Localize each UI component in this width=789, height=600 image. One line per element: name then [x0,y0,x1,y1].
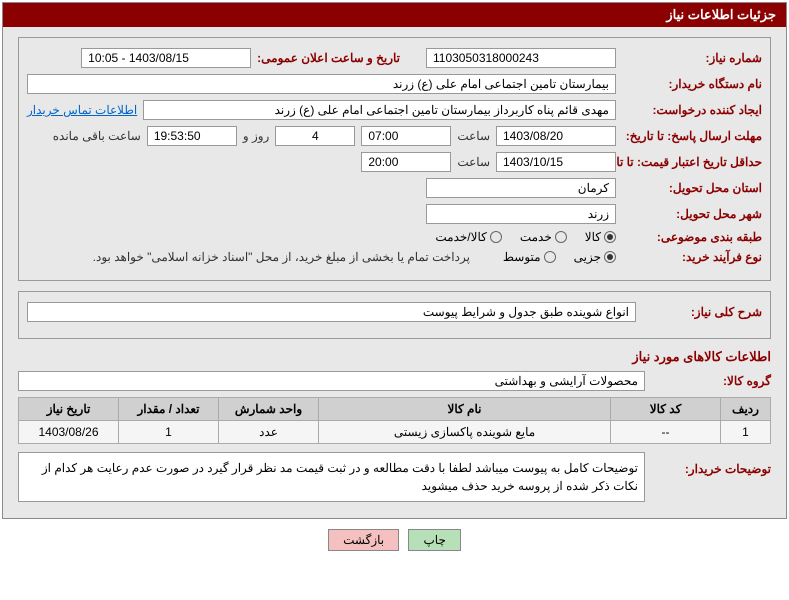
row-classification: طبقه بندی موضوعی: کالا خدمت کالا/خدمت [27,230,762,244]
td-code: -- [611,421,721,444]
remaining-label: ساعت باقی مانده [53,129,141,143]
td-unit: عدد [219,421,319,444]
row-need-number: شماره نیاز: 1103050318000243 تاریخ و ساع… [27,48,762,68]
table-row: 1 -- مایع شوینده پاکسازی زیستی عدد 1 140… [19,421,771,444]
th-code: کد کالا [611,398,721,421]
td-qty: 1 [119,421,219,444]
radio-medium-label: متوسط [503,250,541,264]
buyer-notes-label: توضیحات خریدار: [651,452,771,476]
delivery-province-field: کرمان [426,178,616,198]
contact-link[interactable]: اطلاعات تماس خریدار [27,103,137,117]
radio-dot-icon [555,231,567,243]
table-header-row: ردیف کد کالا نام کالا واحد شمارش تعداد /… [19,398,771,421]
row-goods-group: گروه کالا: محصولات آرایشی و بهداشتی [18,371,771,391]
button-row: چاپ بازگشت [0,521,789,559]
th-unit: واحد شمارش [219,398,319,421]
th-date: تاریخ نیاز [19,398,119,421]
radio-dot-icon [604,251,616,263]
td-date: 1403/08/26 [19,421,119,444]
classification-label: طبقه بندی موضوعی: [622,230,762,244]
row-description: شرح کلی نیاز: انواع شوینده طبق جدول و شر… [27,302,762,322]
th-name: نام کالا [319,398,611,421]
goods-section-title: اطلاعات کالاهای مورد نیاز [18,349,771,365]
price-date-field: 1403/10/15 [496,152,616,172]
row-delivery-city: شهر محل تحویل: زرند [27,204,762,224]
td-row: 1 [721,421,771,444]
print-button[interactable]: چاپ [408,529,460,551]
purchase-note: پرداخت تمام یا بخشی از مبلغ خرید، از محل… [93,250,470,264]
response-date-field: 1403/08/20 [496,126,616,146]
announce-label: تاریخ و ساعت اعلان عمومی: [257,51,400,65]
main-panel: جزئیات اطلاعات نیاز شماره نیاز: 11030503… [2,2,787,519]
price-validity-label: حداقل تاریخ اعتبار قیمت: تا تاریخ: [622,155,762,169]
radio-service[interactable]: خدمت [520,230,567,244]
th-qty: تعداد / مقدار [119,398,219,421]
price-time-field: 20:00 [361,152,451,172]
time-label-2: ساعت [457,155,490,169]
buyer-org-label: نام دستگاه خریدار: [622,77,762,91]
announce-field: 1403/08/15 - 10:05 [81,48,251,68]
td-name: مایع شوینده پاکسازی زیستی [319,421,611,444]
radio-goods-service[interactable]: کالا/خدمت [435,230,501,244]
row-response-deadline: مهلت ارسال پاسخ: تا تاریخ: 1403/08/20 سا… [27,126,762,146]
need-number-label: شماره نیاز: [622,51,762,65]
panel-header: جزئیات اطلاعات نیاز [3,3,786,27]
radio-dot-icon [604,231,616,243]
days-field: 4 [275,126,355,146]
description-block: شرح کلی نیاز: انواع شوینده طبق جدول و شر… [18,291,771,339]
row-buyer-notes: توضیحات خریدار: توضیحات کامل به پیوست می… [18,452,771,502]
goods-group-field: محصولات آرایشی و بهداشتی [18,371,645,391]
response-deadline-label: مهلت ارسال پاسخ: تا تاریخ: [622,129,762,143]
goods-group-label: گروه کالا: [651,374,771,388]
description-field: انواع شوینده طبق جدول و شرایط پیوست [27,302,636,322]
row-requester: ایجاد کننده درخواست: مهدی قائم پناه کارب… [27,100,762,120]
back-button[interactable]: بازگشت [328,529,399,551]
goods-table: ردیف کد کالا نام کالا واحد شمارش تعداد /… [18,397,771,444]
radio-goods-service-label: کالا/خدمت [435,230,486,244]
radio-goods[interactable]: کالا [585,230,616,244]
buyer-org-field: بیمارستان تامین اجتماعی امام علی (ع) زرن… [27,74,616,94]
time-label-1: ساعت [457,129,490,143]
radio-partial-label: جزیی [574,250,601,264]
delivery-province-label: استان محل تحویل: [622,181,762,195]
requester-field: مهدی قائم پناه کاربرداز بیمارستان تامین … [143,100,616,120]
info-block: شماره نیاز: 1103050318000243 تاریخ و ساع… [18,37,771,281]
row-delivery-province: استان محل تحویل: کرمان [27,178,762,198]
radio-service-label: خدمت [520,230,552,244]
purchase-type-label: نوع فرآیند خرید: [622,250,762,264]
panel-content: شماره نیاز: 1103050318000243 تاریخ و ساع… [3,27,786,518]
row-purchase-type: نوع فرآیند خرید: جزیی متوسط پرداخت تمام … [27,250,762,264]
row-price-validity: حداقل تاریخ اعتبار قیمت: تا تاریخ: 1403/… [27,152,762,172]
requester-label: ایجاد کننده درخواست: [622,103,762,117]
need-number-field: 1103050318000243 [426,48,616,68]
radio-partial[interactable]: جزیی [574,250,616,264]
row-buyer-org: نام دستگاه خریدار: بیمارستان تامین اجتما… [27,74,762,94]
radio-medium[interactable]: متوسط [503,250,556,264]
radio-dot-icon [544,251,556,263]
delivery-city-label: شهر محل تحویل: [622,207,762,221]
delivery-city-field: زرند [426,204,616,224]
radio-dot-icon [490,231,502,243]
th-row: ردیف [721,398,771,421]
description-label: شرح کلی نیاز: [642,305,762,319]
days-and-label: روز و [243,129,270,143]
buyer-notes-field: توضیحات کامل به پیوست میباشد لطفا با دقت… [18,452,645,502]
radio-goods-label: کالا [585,230,601,244]
panel-title: جزئیات اطلاعات نیاز [666,7,776,22]
response-time-field: 07:00 [361,126,451,146]
remaining-time-field: 19:53:50 [147,126,237,146]
